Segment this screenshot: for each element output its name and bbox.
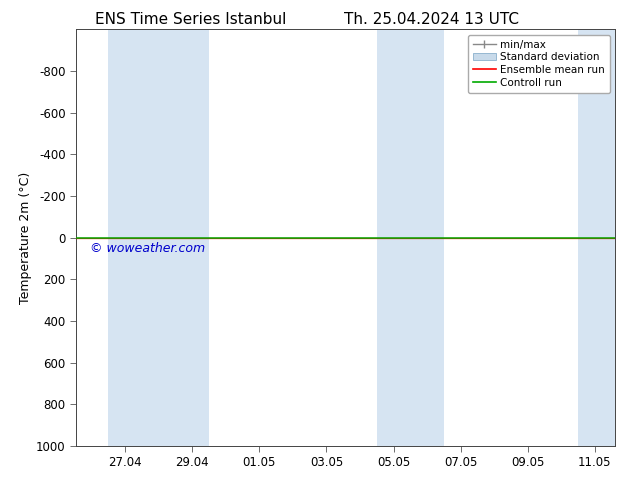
Bar	[377, 29, 444, 446]
Text: ENS Time Series Istanbul: ENS Time Series Istanbul	[94, 12, 286, 27]
Y-axis label: Temperature 2m (°C): Temperature 2m (°C)	[19, 172, 32, 304]
Text: Th. 25.04.2024 13 UTC: Th. 25.04.2024 13 UTC	[344, 12, 519, 27]
Text: © woweather.com: © woweather.com	[89, 242, 205, 255]
Bar	[578, 29, 615, 446]
Bar	[108, 29, 209, 446]
Legend: min/max, Standard deviation, Ensemble mean run, Controll run: min/max, Standard deviation, Ensemble me…	[467, 35, 610, 93]
